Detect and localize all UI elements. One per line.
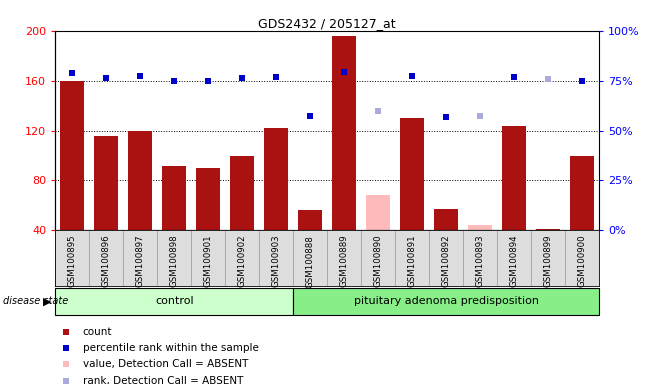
- Text: GSM100897: GSM100897: [136, 235, 145, 288]
- Text: GSM100903: GSM100903: [271, 235, 281, 288]
- Text: GSM100900: GSM100900: [577, 235, 587, 288]
- Bar: [128, 131, 152, 230]
- Text: control: control: [155, 296, 193, 306]
- Bar: [162, 166, 186, 230]
- Bar: [332, 36, 356, 230]
- Bar: [94, 136, 118, 230]
- Bar: [468, 225, 492, 230]
- Text: value, Detection Call = ABSENT: value, Detection Call = ABSENT: [83, 359, 248, 369]
- Bar: [434, 209, 458, 230]
- Text: GSM100901: GSM100901: [204, 235, 213, 288]
- Text: GSM100890: GSM100890: [374, 235, 383, 288]
- FancyBboxPatch shape: [55, 288, 293, 315]
- Bar: [298, 210, 322, 230]
- Text: disease state: disease state: [3, 296, 68, 306]
- Bar: [61, 81, 84, 230]
- Bar: [400, 118, 424, 230]
- Text: ▶: ▶: [42, 296, 51, 306]
- FancyBboxPatch shape: [293, 288, 599, 315]
- Text: GSM100892: GSM100892: [441, 235, 450, 288]
- Text: GSM100902: GSM100902: [238, 235, 247, 288]
- Bar: [367, 195, 390, 230]
- Bar: [502, 126, 526, 230]
- Text: GSM100894: GSM100894: [510, 235, 518, 288]
- Text: rank, Detection Call = ABSENT: rank, Detection Call = ABSENT: [83, 376, 243, 384]
- Bar: [264, 128, 288, 230]
- Bar: [230, 156, 254, 230]
- Text: GSM100898: GSM100898: [170, 235, 179, 288]
- Bar: [536, 229, 560, 230]
- Text: pituitary adenoma predisposition: pituitary adenoma predisposition: [353, 296, 538, 306]
- Text: GSM100895: GSM100895: [68, 235, 77, 288]
- Bar: [570, 156, 594, 230]
- Text: GSM100888: GSM100888: [305, 235, 314, 288]
- Text: GSM100889: GSM100889: [340, 235, 349, 288]
- Bar: [197, 168, 220, 230]
- Text: GSM100899: GSM100899: [544, 235, 553, 287]
- Text: count: count: [83, 327, 112, 337]
- Title: GDS2432 / 205127_at: GDS2432 / 205127_at: [258, 17, 396, 30]
- Text: GSM100896: GSM100896: [102, 235, 111, 288]
- Text: GSM100891: GSM100891: [408, 235, 417, 288]
- Text: percentile rank within the sample: percentile rank within the sample: [83, 343, 258, 353]
- Text: GSM100893: GSM100893: [475, 235, 484, 288]
